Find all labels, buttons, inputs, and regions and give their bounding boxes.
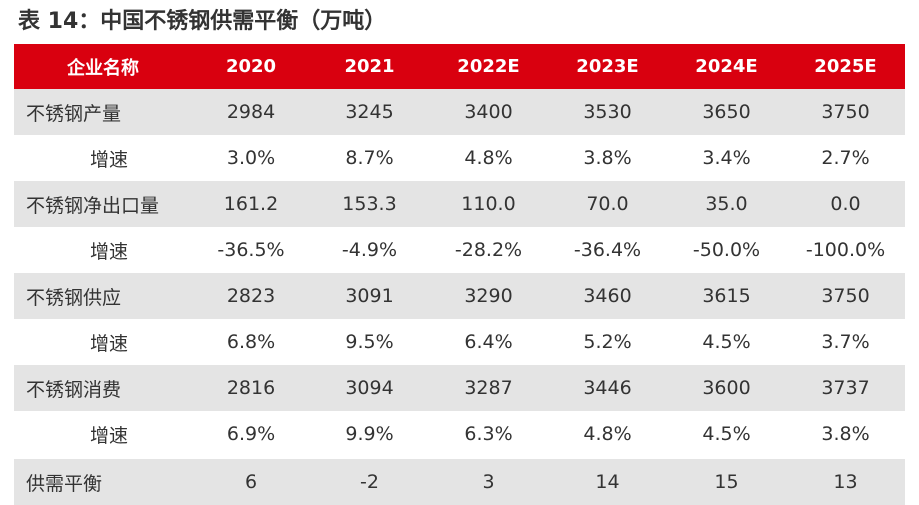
table-cell: 14 xyxy=(548,457,667,505)
table-cell: 4.8% xyxy=(548,411,667,457)
table-cell: -2 xyxy=(310,457,429,505)
row-label: 不锈钢消费 xyxy=(14,365,192,411)
table-row: 增速 6.9% 9.9% 6.3% 4.8% 4.5% 3.8% xyxy=(14,411,905,457)
row-label: 增速 xyxy=(14,319,192,365)
table-row: 不锈钢消费 2816 3094 3287 3446 3600 3737 xyxy=(14,365,905,411)
table-cell: 3650 xyxy=(667,89,786,135)
table-cell: 3290 xyxy=(429,273,548,319)
row-label: 增速 xyxy=(14,411,192,457)
table-cell: 3 xyxy=(429,457,548,505)
table-cell: 2.7% xyxy=(786,135,905,181)
table-cell: 2816 xyxy=(192,365,310,411)
header-cell-2023e: 2023E xyxy=(548,44,667,89)
table-cell: 3.0% xyxy=(192,135,310,181)
table-cell: 153.3 xyxy=(310,181,429,227)
table-cell: 8.7% xyxy=(310,135,429,181)
table-cell: 3400 xyxy=(429,89,548,135)
header-cell-2021: 2021 xyxy=(310,44,429,89)
table-cell: 3245 xyxy=(310,89,429,135)
table-cell: 3.7% xyxy=(786,319,905,365)
table-row: 不锈钢净出口量 161.2 153.3 110.0 70.0 35.0 0.0 xyxy=(14,181,905,227)
table-cell: 9.9% xyxy=(310,411,429,457)
table-cell: 3.4% xyxy=(667,135,786,181)
header-cell-2022e: 2022E xyxy=(429,44,548,89)
table-cell: 3460 xyxy=(548,273,667,319)
table-cell: 3.8% xyxy=(786,411,905,457)
table-row: 增速 6.8% 9.5% 6.4% 5.2% 4.5% 3.7% xyxy=(14,319,905,365)
table-row: 增速 -36.5% -4.9% -28.2% -36.4% -50.0% -10… xyxy=(14,227,905,273)
table-cell: 5.2% xyxy=(548,319,667,365)
header-cell-2025e: 2025E xyxy=(786,44,905,89)
table-cell: 2823 xyxy=(192,273,310,319)
table-cell: 4.5% xyxy=(667,411,786,457)
table-cell: -100.0% xyxy=(786,227,905,273)
table-cell: 6 xyxy=(192,457,310,505)
table-cell: 6.9% xyxy=(192,411,310,457)
table-row: 供需平衡 6 -2 3 14 15 13 xyxy=(14,457,905,505)
table-row: 不锈钢产量 2984 3245 3400 3530 3650 3750 xyxy=(14,89,905,135)
row-label: 不锈钢产量 xyxy=(14,89,192,135)
table-cell: 3446 xyxy=(548,365,667,411)
table-cell: 3750 xyxy=(786,273,905,319)
table-cell: 3094 xyxy=(310,365,429,411)
table-cell: 3287 xyxy=(429,365,548,411)
supply-demand-table: 企业名称 2020 2021 2022E 2023E 2024E 2025E 不… xyxy=(14,44,905,505)
table-cell: 35.0 xyxy=(667,181,786,227)
table-cell: 110.0 xyxy=(429,181,548,227)
table-row: 增速 3.0% 8.7% 4.8% 3.8% 3.4% 2.7% xyxy=(14,135,905,181)
table-cell: 3615 xyxy=(667,273,786,319)
table-row: 不锈钢供应 2823 3091 3290 3460 3615 3750 xyxy=(14,273,905,319)
table-cell: 9.5% xyxy=(310,319,429,365)
table-cell: 70.0 xyxy=(548,181,667,227)
header-cell-label: 企业名称 xyxy=(14,44,192,89)
header-cell-2024e: 2024E xyxy=(667,44,786,89)
table-cell: 3091 xyxy=(310,273,429,319)
table-cell: 6.8% xyxy=(192,319,310,365)
table-cell: 4.8% xyxy=(429,135,548,181)
table-cell: -28.2% xyxy=(429,227,548,273)
row-label: 不锈钢净出口量 xyxy=(14,181,192,227)
row-label: 增速 xyxy=(14,227,192,273)
table-cell: 2984 xyxy=(192,89,310,135)
table-cell: 3737 xyxy=(786,365,905,411)
table-cell: -50.0% xyxy=(667,227,786,273)
table-cell: 6.4% xyxy=(429,319,548,365)
table-cell: 13 xyxy=(786,457,905,505)
table-cell: 3.8% xyxy=(548,135,667,181)
table-cell: -36.5% xyxy=(192,227,310,273)
header-row: 企业名称 2020 2021 2022E 2023E 2024E 2025E xyxy=(14,44,905,89)
header-cell-2020: 2020 xyxy=(192,44,310,89)
table-cell: 3600 xyxy=(667,365,786,411)
table-cell: 6.3% xyxy=(429,411,548,457)
row-label: 增速 xyxy=(14,135,192,181)
table-cell: -36.4% xyxy=(548,227,667,273)
table-cell: 161.2 xyxy=(192,181,310,227)
table-cell: 0.0 xyxy=(786,181,905,227)
table-cell: 4.5% xyxy=(667,319,786,365)
table-cell: 15 xyxy=(667,457,786,505)
table-cell: 3750 xyxy=(786,89,905,135)
table-cell: -4.9% xyxy=(310,227,429,273)
row-label: 供需平衡 xyxy=(14,457,192,505)
table-cell: 3530 xyxy=(548,89,667,135)
row-label: 不锈钢供应 xyxy=(14,273,192,319)
table-title: 表 14：中国不锈钢供需平衡（万吨） xyxy=(18,9,387,34)
